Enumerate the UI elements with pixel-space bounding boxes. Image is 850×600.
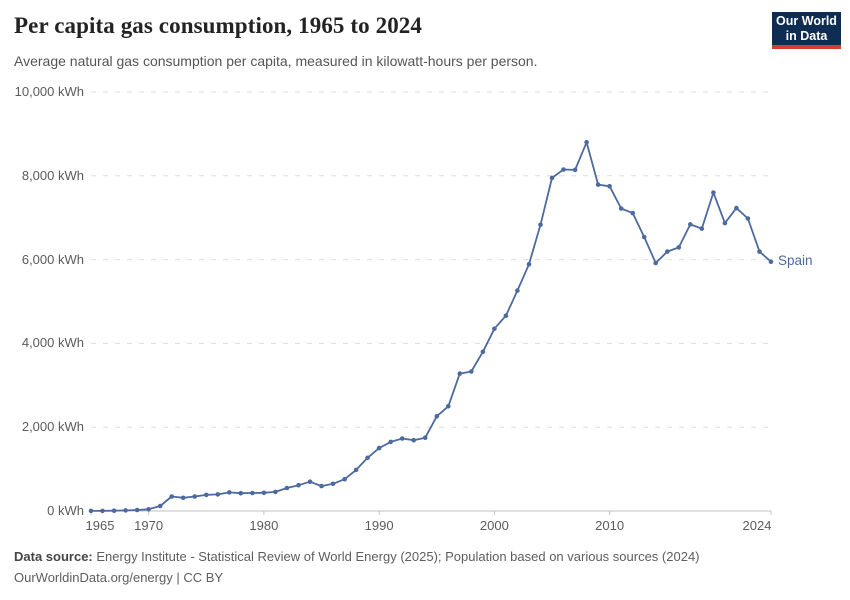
y-tick-label: 0 kWh (47, 503, 84, 518)
data-line[interactable] (90, 141, 772, 512)
x-tick-label: 2024 (742, 518, 772, 533)
chart-footer: Data source: Energy Institute - Statisti… (14, 546, 700, 588)
x-tick-label: 1970 (134, 518, 164, 533)
x-axis (90, 510, 772, 515)
license-link[interactable]: OurWorldinData.org/energy | CC BY (14, 570, 224, 585)
x-tick-label: 1990 (364, 518, 394, 533)
series-end-label-spain[interactable]: Spain (778, 252, 813, 268)
owid-logo-line1: Our World (776, 13, 837, 28)
y-tick-label: 6,000 kWh (21, 251, 84, 267)
y-tick-label: 4,000 kWh (21, 335, 84, 351)
page-title: Per capita gas consumption, 1965 to 2024 (14, 13, 422, 38)
y-tick-label: 10,000 kWh (14, 84, 84, 99)
y-tick-label: 8,000 kWh (21, 167, 84, 183)
data-source-text: Energy Institute - Statistical Review of… (96, 549, 700, 564)
data-source-label: Data source: (14, 549, 93, 564)
x-tick-label: 1980 (249, 518, 279, 533)
owid-logo[interactable]: Our World in Data (772, 12, 841, 49)
x-tick-label: 1965 (85, 518, 115, 533)
y-tick-label: 2,000 kWh (21, 419, 84, 435)
x-tick-label: 2010 (595, 518, 625, 533)
x-tick-label: 2000 (479, 518, 509, 533)
chart-subtitle: Average natural gas consumption per capi… (14, 53, 538, 69)
owid-logo-line2: in Data (785, 28, 828, 43)
data-points[interactable] (88, 140, 774, 514)
gridlines (91, 91, 771, 428)
data-source-line: Data source: Energy Institute - Statisti… (14, 546, 700, 567)
